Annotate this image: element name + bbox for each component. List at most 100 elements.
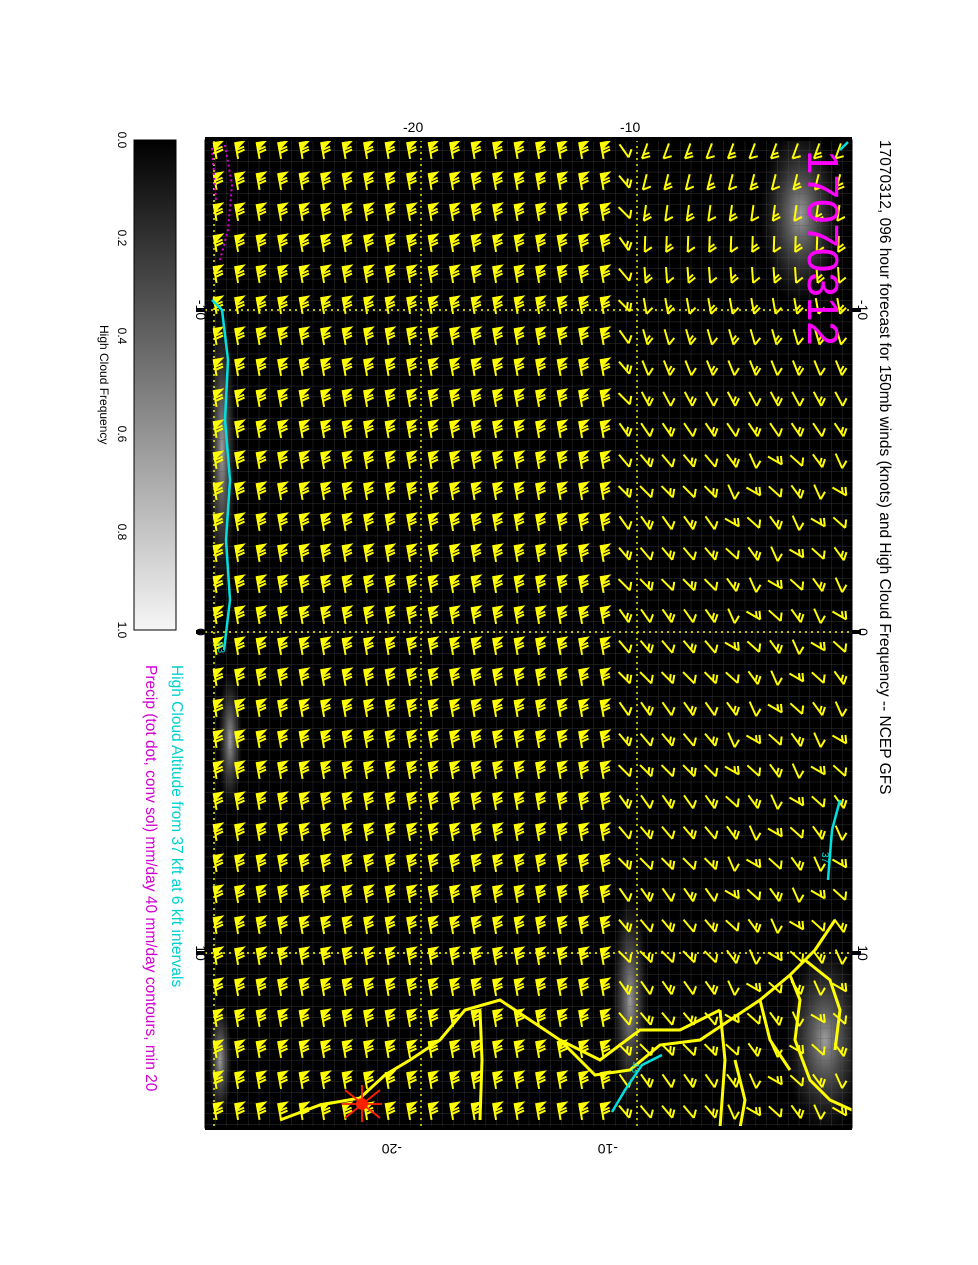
wind-barb: [535, 419, 547, 439]
wind-barb: [449, 295, 461, 315]
wind-barb: [578, 853, 590, 873]
wind-barb: [384, 326, 397, 346]
wind-barb: [406, 915, 418, 935]
wind-barb: [599, 605, 612, 625]
wind-barb: [492, 791, 504, 811]
wind-barb: [599, 667, 612, 687]
wind-barb: [234, 884, 246, 904]
wind-barb: [492, 853, 504, 873]
wind-barb: [406, 977, 418, 997]
wind-barb: [728, 204, 738, 222]
wind-barb: [726, 577, 740, 592]
wind-barb: [513, 295, 526, 315]
wind-barb: [234, 295, 246, 315]
wind-barb: [599, 822, 612, 842]
wind-barb: [640, 391, 654, 407]
wind-barb: [556, 202, 569, 222]
wind-barb: [470, 1070, 483, 1090]
wind-barb: [578, 977, 590, 997]
wind-barb: [556, 357, 569, 377]
wind-barb: [704, 515, 719, 530]
wind-barb: [725, 1043, 740, 1056]
wind-barb: [640, 980, 654, 995]
wind-barb: [599, 574, 612, 594]
wind-barb: [618, 360, 633, 375]
wind-barb: [618, 887, 633, 902]
wind-barb: [255, 884, 268, 904]
wind-barb: [277, 574, 289, 594]
wind-barb: [277, 202, 289, 222]
wind-barb: [578, 202, 590, 222]
wind-barb: [833, 422, 848, 438]
wind-barb: [255, 450, 268, 470]
wind-barb: [727, 360, 740, 376]
wind-barb: [704, 887, 719, 902]
wind-barb: [470, 233, 483, 253]
wind-barb: [618, 453, 633, 468]
wind-barb: [341, 1008, 354, 1028]
wind-barb: [406, 760, 418, 780]
wind-barb: [790, 856, 805, 871]
wind-barb: [813, 360, 826, 376]
wind-barb: [789, 578, 805, 591]
wind-barb: [320, 605, 332, 625]
wind-barb: [234, 1039, 246, 1059]
wind-barb: [599, 543, 612, 563]
wind-barb: [704, 1073, 719, 1088]
wind-barb: [427, 791, 440, 811]
wind-barb: [811, 547, 826, 560]
wind-barb: [513, 543, 526, 563]
wind-barb: [277, 760, 289, 780]
wind-barb: [255, 667, 268, 687]
wind-barb: [578, 295, 590, 315]
wind-barb: [341, 977, 354, 997]
wind-barb: [618, 732, 633, 747]
wind-barb: [406, 171, 418, 191]
wind-barb: [745, 1106, 762, 1117]
wind-barb: [661, 701, 676, 716]
wind-barb: [384, 915, 397, 935]
wind-barb: [578, 388, 590, 408]
wind-barb: [708, 266, 718, 284]
wind-barb: [363, 419, 375, 439]
wind-barb: [341, 822, 354, 842]
wind-barb: [513, 605, 526, 625]
wind-barb: [640, 515, 654, 530]
wind-barb: [639, 857, 654, 871]
wind-barb: [513, 698, 526, 718]
wind-barb: [791, 887, 805, 903]
wind-barb: [661, 887, 676, 902]
wind-barb: [234, 326, 246, 346]
wind-barb: [320, 357, 332, 377]
wind-barb: [812, 391, 826, 407]
wind-barb: [748, 701, 762, 717]
wind-barb: [298, 1008, 311, 1028]
wind-barb: [255, 1039, 268, 1059]
wind-barb: [277, 729, 289, 749]
wind-barb: [492, 760, 504, 780]
wind-barb: [449, 233, 461, 253]
wind-barb: [810, 889, 826, 900]
wind-barb: [384, 202, 397, 222]
wind-barb: [449, 357, 461, 377]
wind-barb: [320, 202, 332, 222]
wind-barb: [277, 388, 289, 408]
wind-barb: [427, 326, 440, 346]
wind-barb: [770, 794, 783, 810]
wind-barb: [406, 667, 418, 687]
wind-barb: [427, 1070, 440, 1090]
wind-barb: [703, 485, 719, 499]
wind-barb: [535, 822, 547, 842]
wind-barb: [513, 915, 526, 935]
wind-barb: [427, 946, 440, 966]
wind-barb: [578, 450, 590, 470]
wind-barb: [427, 388, 440, 408]
wind-barb: [449, 853, 461, 873]
wind-barb: [492, 667, 504, 687]
wind-barb: [793, 204, 803, 222]
wind-barb: [384, 636, 397, 656]
wind-barb: [341, 636, 354, 656]
wind-barb: [406, 419, 418, 439]
wind-barb: [212, 357, 225, 377]
wind-barb: [682, 918, 697, 933]
